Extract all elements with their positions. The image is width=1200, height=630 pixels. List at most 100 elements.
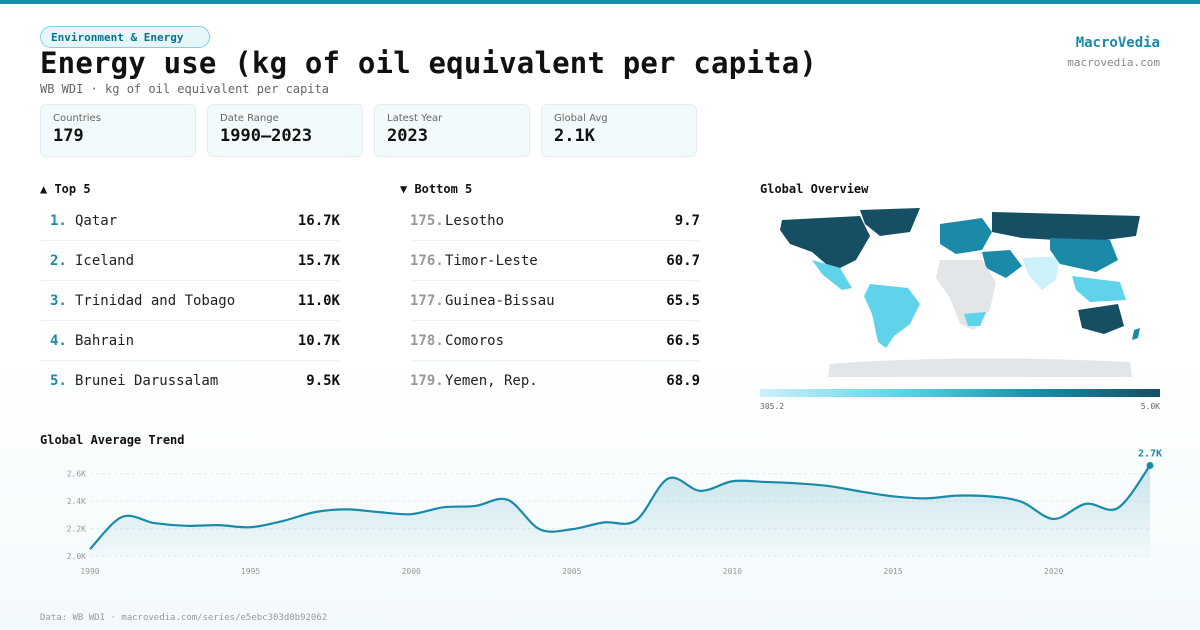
rank-number: 1. bbox=[50, 212, 67, 229]
country-value: 9.7 bbox=[674, 212, 700, 229]
trend-line bbox=[89, 464, 1151, 550]
stat-value: 1990–2023 bbox=[220, 126, 313, 146]
country-name: Brunei Darussalam bbox=[75, 373, 219, 389]
country-name: Bahrain bbox=[75, 332, 135, 349]
list-item[interactable]: 177. Guinea-Bissau 65.5 bbox=[410, 281, 700, 321]
x-tick-label: 1990 bbox=[80, 567, 99, 576]
y-tick-label: 2.2K bbox=[67, 525, 86, 534]
y-tick-label: 2.6K bbox=[67, 470, 86, 479]
top-accent-bar bbox=[0, 0, 1200, 4]
map-region-east-asia[interactable] bbox=[1050, 238, 1118, 272]
category-label: Environment & Energy bbox=[51, 30, 184, 44]
list-item[interactable]: 4. Bahrain 10.7K bbox=[40, 321, 340, 361]
map-region-russia[interactable] bbox=[992, 212, 1140, 242]
scale-min-label: 305.2 bbox=[760, 402, 785, 411]
stat-label: Global Avg bbox=[554, 113, 608, 124]
country-value: 65.5 bbox=[666, 292, 700, 309]
country-name: Lesotho bbox=[445, 212, 505, 229]
list-item[interactable]: 175. Lesotho 9.7 bbox=[410, 201, 700, 241]
country-name: Yemen, Rep. bbox=[445, 373, 538, 389]
rank-number: 177. bbox=[410, 292, 444, 309]
x-tick-label: 1995 bbox=[241, 567, 260, 576]
brand-logo[interactable]: MacroVedia bbox=[1075, 35, 1160, 51]
country-value: 11.0K bbox=[297, 292, 340, 309]
list-item[interactable]: 176. Timor-Leste 60.7 bbox=[410, 241, 700, 281]
country-name: Guinea-Bissau bbox=[445, 292, 555, 309]
list-item[interactable]: 178. Comoros 66.5 bbox=[410, 321, 700, 361]
country-name: Iceland bbox=[75, 252, 135, 269]
world-map[interactable] bbox=[760, 202, 1160, 382]
stat-label: Latest Year bbox=[387, 113, 443, 124]
stat-card-countries: Countries 179 bbox=[40, 104, 196, 157]
x-tick-label: 2015 bbox=[883, 567, 902, 576]
country-value: 68.9 bbox=[666, 373, 700, 389]
rank-number: 178. bbox=[410, 332, 444, 349]
map-region-greenland[interactable] bbox=[860, 208, 920, 236]
trend-area bbox=[90, 465, 1150, 556]
map-region-new-zealand[interactable] bbox=[1132, 328, 1140, 340]
trend-chart[interactable]: 2.0K 2.2K 2.4K 2.6K 1990 1995 2000 2005 2010 201… bbox=[0, 440, 1200, 590]
map-region-north-america[interactable] bbox=[780, 216, 870, 268]
list-item[interactable]: 1. Qatar 16.7K bbox=[40, 201, 340, 241]
page-title: Energy use (kg of oil equivalent per cap… bbox=[40, 46, 818, 80]
map-region-south-asia[interactable] bbox=[1022, 256, 1060, 290]
y-tick-label: 2.4K bbox=[67, 497, 86, 506]
stat-card-global-avg: Global Avg 2.1K bbox=[541, 104, 697, 157]
map-region-europe[interactable] bbox=[940, 218, 992, 254]
stat-value: 179 bbox=[53, 126, 84, 146]
country-value: 9.5K bbox=[306, 373, 340, 389]
map-region-antarctica[interactable] bbox=[828, 358, 1132, 377]
rank-number: 2. bbox=[50, 252, 67, 269]
top5-heading: ▲ Top 5 bbox=[40, 182, 91, 196]
rank-number: 4. bbox=[50, 332, 67, 349]
end-value-label: 2.7K bbox=[1138, 448, 1162, 459]
country-name: Trinidad and Tobago bbox=[75, 292, 236, 309]
x-tick-label: 2005 bbox=[562, 567, 581, 576]
country-name: Timor-Leste bbox=[445, 252, 538, 269]
country-name: Comoros bbox=[445, 332, 505, 349]
map-region-australia[interactable] bbox=[1078, 304, 1124, 334]
bottom5-list: 175. Lesotho 9.7 176. Timor-Leste 60.7 1… bbox=[410, 201, 700, 401]
rank-number: 176. bbox=[410, 252, 444, 269]
map-region-south-america[interactable] bbox=[864, 284, 920, 348]
page-subtitle: WB WDI · kg of oil equivalent per capita bbox=[40, 82, 329, 96]
stat-value: 2.1K bbox=[554, 126, 595, 146]
list-item[interactable]: 3. Trinidad and Tobago 11.0K bbox=[40, 281, 340, 321]
list-item[interactable]: 2. Iceland 15.7K bbox=[40, 241, 340, 281]
y-tick-label: 2.0K bbox=[67, 552, 86, 561]
country-value: 15.7K bbox=[297, 252, 340, 269]
map-region-southeast-asia[interactable] bbox=[1072, 276, 1126, 302]
list-item[interactable]: 5. Brunei Darussalam 9.5K bbox=[40, 361, 340, 401]
category-badge: Environment & Energy bbox=[40, 26, 210, 48]
footer-source: Data: WB WDI · macrovedia.com/series/e5e… bbox=[40, 613, 328, 623]
list-item[interactable]: 179. Yemen, Rep. 68.9 bbox=[410, 361, 700, 401]
country-value: 60.7 bbox=[666, 252, 700, 269]
scale-max-label: 5.0K bbox=[1140, 402, 1160, 411]
country-value: 66.5 bbox=[666, 332, 700, 349]
color-scale-bar bbox=[760, 389, 1160, 397]
brand-url[interactable]: macrovedia.com bbox=[1067, 56, 1160, 69]
rank-number: 175. bbox=[410, 212, 444, 229]
country-value: 10.7K bbox=[297, 332, 340, 349]
map-region-central-america[interactable] bbox=[812, 260, 852, 290]
bottom5-heading: ▼ Bottom 5 bbox=[400, 182, 473, 196]
country-name: Qatar bbox=[75, 212, 118, 229]
x-tick-label: 2010 bbox=[723, 567, 742, 576]
stat-card-date-range: Date Range 1990–2023 bbox=[207, 104, 363, 157]
rank-number: 5. bbox=[50, 373, 67, 389]
map-region-south-africa[interactable] bbox=[964, 312, 986, 326]
stat-label: Countries bbox=[53, 113, 101, 124]
end-point bbox=[1146, 461, 1154, 469]
stat-card-latest-year: Latest Year 2023 bbox=[374, 104, 530, 157]
stat-value: 2023 bbox=[387, 126, 428, 146]
x-tick-label: 2020 bbox=[1044, 567, 1063, 576]
x-tick-label: 2000 bbox=[402, 567, 421, 576]
stat-label: Date Range bbox=[220, 113, 279, 124]
top5-list: 1. Qatar 16.7K 2. Iceland 15.7K 3. Trini… bbox=[40, 201, 340, 401]
country-value: 16.7K bbox=[297, 212, 340, 229]
map-region-middle-east[interactable] bbox=[982, 250, 1022, 278]
rank-number: 3. bbox=[50, 292, 67, 309]
trend-heading: Global Average Trend bbox=[40, 433, 185, 447]
map-heading: Global Overview bbox=[760, 182, 869, 196]
rank-number: 179. bbox=[410, 373, 444, 389]
